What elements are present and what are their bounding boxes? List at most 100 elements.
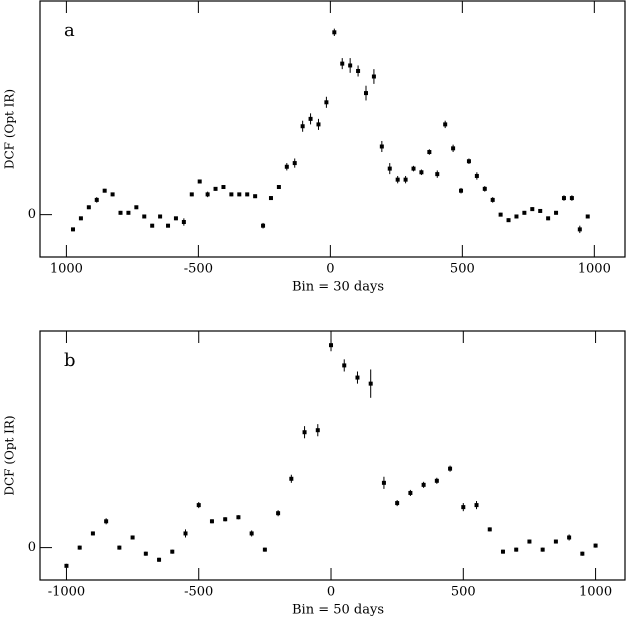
point: [569, 196, 574, 201]
point: [329, 343, 334, 348]
point: [474, 503, 479, 508]
point: [196, 503, 201, 508]
point: [205, 192, 210, 197]
point: [300, 124, 305, 129]
point: [77, 545, 82, 550]
point: [356, 68, 361, 73]
point: [253, 194, 258, 199]
point: [78, 216, 83, 221]
point: [554, 210, 559, 215]
point: [408, 490, 413, 495]
point: [197, 179, 202, 184]
point: [427, 150, 432, 155]
point: [86, 205, 91, 210]
point: [411, 166, 416, 171]
point: [340, 61, 345, 66]
point: [284, 164, 289, 169]
point: [237, 192, 242, 197]
point: [577, 227, 582, 232]
y-tick-label: 0: [28, 540, 36, 555]
point: [538, 208, 543, 213]
panel-label: b: [64, 350, 76, 371]
point: [189, 192, 194, 197]
y-axis-label: DCF (Opt IR): [3, 415, 17, 495]
point: [221, 185, 226, 190]
point: [514, 214, 519, 219]
x-tick-label: 1000: [50, 262, 83, 277]
point: [561, 196, 566, 201]
point: [262, 547, 267, 552]
point: [209, 519, 214, 524]
point: [585, 214, 590, 219]
point: [448, 466, 453, 471]
point: [276, 511, 281, 516]
point: [157, 557, 162, 562]
point: [117, 545, 122, 550]
point: [403, 177, 408, 182]
point: [348, 63, 353, 68]
point: [268, 196, 273, 201]
x-tick-label: 0: [327, 585, 335, 600]
point: [466, 159, 471, 164]
x-tick-label: 1000: [579, 585, 612, 600]
point: [150, 223, 155, 228]
point: [173, 216, 178, 221]
point: [487, 527, 492, 532]
point: [379, 144, 384, 149]
point: [166, 223, 171, 228]
point: [292, 161, 297, 166]
point: [419, 170, 424, 175]
point: [302, 430, 307, 435]
point: [249, 531, 254, 536]
point: [183, 531, 188, 536]
point: [371, 74, 376, 79]
point: [342, 363, 347, 368]
point: [90, 531, 95, 536]
point: [213, 186, 218, 191]
point: [580, 551, 585, 556]
point: [110, 192, 115, 197]
point: [130, 535, 135, 540]
point: [134, 205, 139, 210]
point: [316, 122, 321, 127]
point: [500, 549, 505, 554]
point: [527, 539, 532, 544]
y-tick-label: 0: [28, 207, 36, 222]
point: [118, 210, 123, 215]
point: [142, 214, 147, 219]
point: [459, 188, 464, 193]
point: [421, 482, 426, 487]
point: [324, 100, 329, 105]
x-tick-label: -1000: [48, 585, 85, 600]
point: [332, 30, 337, 35]
y-axis-label: DCF (Opt IR): [3, 89, 17, 169]
point: [289, 476, 294, 481]
point: [506, 218, 511, 223]
point: [451, 146, 456, 151]
point: [236, 515, 241, 520]
point: [70, 227, 75, 232]
point: [593, 543, 598, 548]
point: [395, 501, 400, 506]
point: [64, 563, 69, 568]
point: [170, 549, 175, 554]
point: [363, 91, 368, 96]
plot-frame: [39, 0, 626, 258]
point: [102, 188, 107, 193]
point: [434, 478, 439, 483]
point: [315, 428, 320, 433]
point: [522, 210, 527, 215]
point: [530, 207, 535, 212]
point: [104, 519, 109, 524]
x-tick-label: 0: [326, 262, 334, 277]
point: [94, 197, 99, 202]
point: [567, 535, 572, 540]
x-tick-label: -500: [184, 585, 213, 600]
point: [355, 375, 360, 380]
plot-frame: [39, 330, 626, 581]
point: [368, 381, 373, 386]
point: [553, 539, 558, 544]
point: [181, 220, 186, 225]
point: [308, 116, 313, 121]
point: [143, 551, 148, 556]
